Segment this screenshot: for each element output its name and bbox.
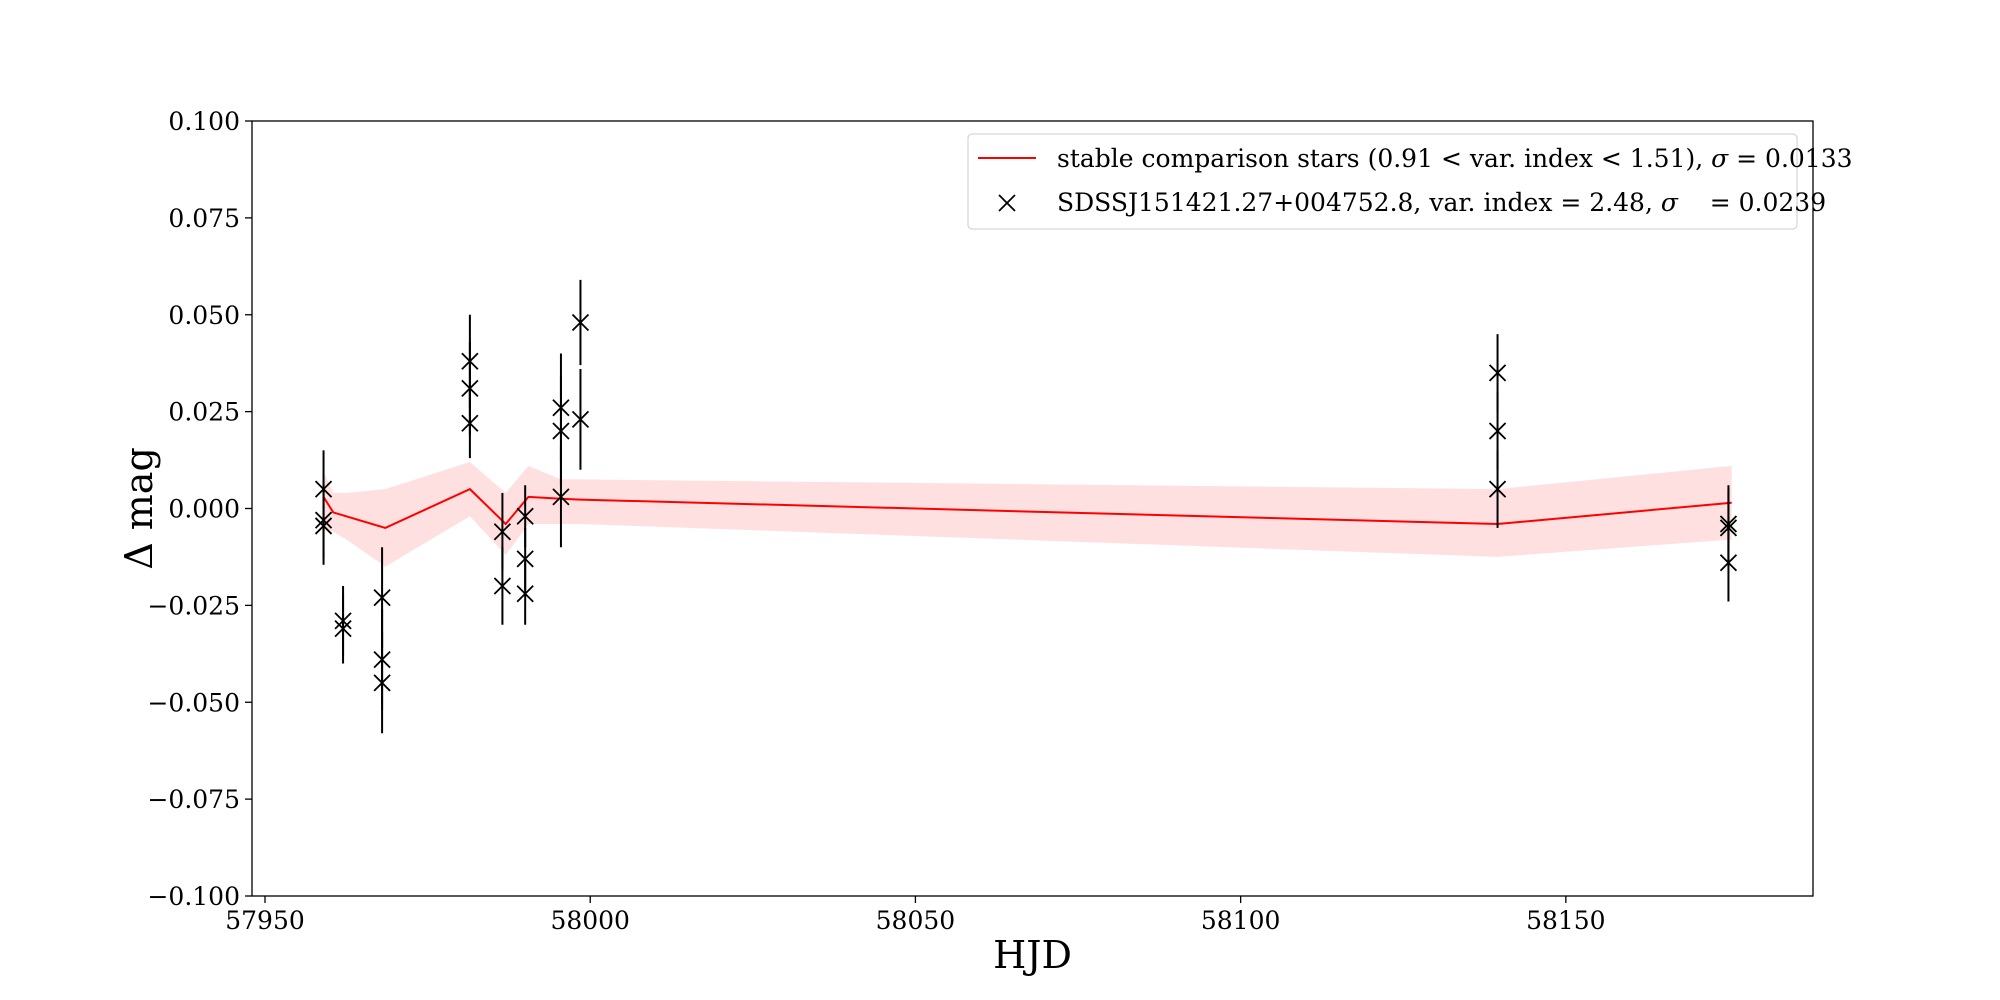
data-point — [493, 547, 512, 625]
x-marker-stroke — [493, 523, 512, 541]
data-point — [461, 388, 479, 459]
y-tick-label: −0.050 — [147, 688, 240, 717]
legend-1-part-b: var. index — [1462, 144, 1601, 173]
x-marker-stroke — [461, 414, 479, 432]
y-tick-label: −0.025 — [147, 591, 240, 620]
x-tick-label: 58150 — [1526, 906, 1606, 935]
x-marker-stroke — [314, 517, 333, 535]
y-tick-label: 0.100 — [168, 107, 240, 136]
y-tick-label: 0.025 — [168, 398, 240, 427]
y-tick-label: 0.000 — [168, 495, 240, 524]
x-marker-stroke — [516, 507, 534, 525]
x-tick-label: 58050 — [876, 906, 956, 935]
x-marker-stroke — [373, 674, 391, 692]
y-axis-ticks: 0.100 0.075 0.050 0.025 0.000 −0.025 −0.050 −0.… — [147, 107, 252, 911]
data-point — [571, 279, 590, 366]
x-axis-label: HJD — [993, 933, 1072, 977]
y-tick-label: 0.050 — [168, 301, 240, 330]
legend-1-part-d: = 0.0133 — [1728, 144, 1852, 173]
x-marker-stroke — [552, 422, 570, 440]
x-marker-stroke — [516, 585, 534, 603]
x-axis-ticks: 57950 58000 58050 58100 58150 — [225, 896, 1606, 935]
x-marker-stroke — [1488, 422, 1507, 440]
legend-1-sigma: σ — [1711, 144, 1729, 173]
x-marker-stroke — [373, 588, 391, 607]
x-tick-label: 58100 — [1201, 906, 1281, 935]
y-tick-label: 0.075 — [168, 204, 240, 233]
legend-2-part-b: = 0.0239 — [1678, 188, 1826, 217]
x-marker-stroke — [1488, 480, 1507, 498]
x-marker-stroke — [552, 488, 570, 506]
data-point — [314, 487, 333, 565]
comparison-band-layer — [323, 462, 1732, 567]
data-point — [1488, 450, 1507, 528]
y-axis-label: Δ mag — [117, 447, 161, 570]
y-tick-label: −0.075 — [147, 785, 240, 814]
legend-entry-target: SDSSJ151421.27+004752.8, var. index = 2.… — [1057, 188, 1826, 217]
legend-1-part-a: stable comparison stars (0.91 — [1057, 144, 1441, 173]
legend-box — [967, 133, 1798, 230]
legend: stable comparison stars (0.91 < var. ind… — [967, 133, 1853, 230]
x-marker-stroke — [334, 619, 352, 638]
data-point — [552, 446, 570, 548]
legend-1-part-c: 1.51), — [1622, 144, 1711, 173]
data-point — [373, 632, 391, 734]
x-tick-label: 58000 — [550, 906, 630, 935]
x-tick-label: 57950 — [225, 906, 305, 935]
x-marker-stroke — [493, 577, 512, 595]
legend-x-stroke-2 — [998, 194, 1016, 212]
x-marker-stroke — [571, 313, 590, 332]
data-point — [1719, 524, 1738, 602]
data-point — [571, 369, 590, 470]
legend-1-op-1: < — [1441, 144, 1462, 173]
legend-2-part-a: SDSSJ151421.27+004752.8, var. index = 2.… — [1057, 188, 1661, 217]
comparison-line-layer — [322, 487, 1732, 529]
x-marker-stroke — [1488, 364, 1507, 382]
comparison-median-line — [322, 487, 1732, 529]
data-point — [334, 593, 352, 664]
target-points-layer — [314, 279, 1738, 734]
x-marker-stroke — [516, 550, 534, 568]
x-marker-stroke — [1719, 554, 1738, 572]
comparison-error-band — [323, 462, 1732, 567]
data-point — [516, 562, 534, 625]
legend-2-sigma: σ — [1661, 188, 1679, 217]
x-marker-stroke — [571, 410, 590, 429]
legend-1-op-2: < — [1601, 144, 1622, 173]
y-tick-label: −0.100 — [147, 882, 240, 911]
legend-x-marker-swatch — [998, 194, 1016, 212]
legend-entry-comparison: stable comparison stars (0.91 < var. ind… — [1057, 144, 1853, 173]
